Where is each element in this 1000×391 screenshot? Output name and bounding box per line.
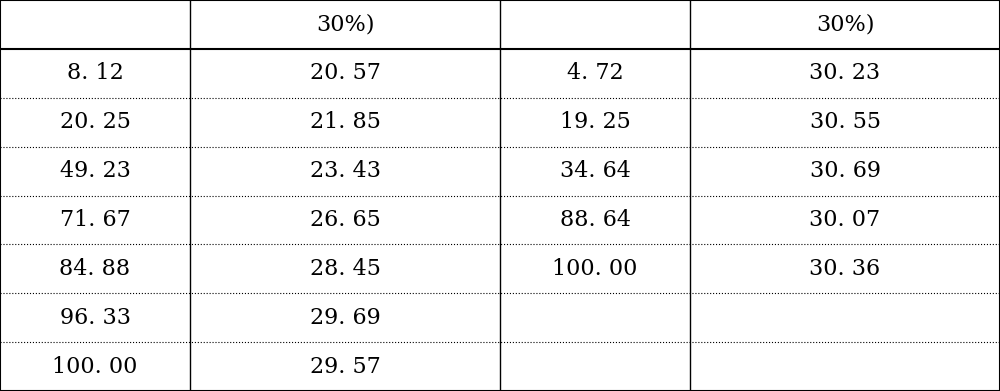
Text: 88. 64: 88. 64 <box>560 209 631 231</box>
Text: 30. 23: 30. 23 <box>809 62 881 84</box>
Text: 71. 67: 71. 67 <box>60 209 130 231</box>
Text: 30. 07: 30. 07 <box>809 209 881 231</box>
Text: 100. 00: 100. 00 <box>52 355 138 378</box>
Text: 20. 25: 20. 25 <box>60 111 130 133</box>
Text: 23. 43: 23. 43 <box>310 160 380 182</box>
Text: 4. 72: 4. 72 <box>567 62 623 84</box>
Text: 29. 57: 29. 57 <box>310 355 380 378</box>
Text: 8. 12: 8. 12 <box>67 62 123 84</box>
Text: 20. 57: 20. 57 <box>310 62 380 84</box>
Text: 84. 88: 84. 88 <box>59 258 131 280</box>
Text: 30%): 30%) <box>316 13 374 36</box>
Text: 30. 36: 30. 36 <box>809 258 881 280</box>
Text: 28. 45: 28. 45 <box>310 258 380 280</box>
Text: 19. 25: 19. 25 <box>560 111 630 133</box>
Text: 30. 55: 30. 55 <box>810 111 881 133</box>
Text: 21. 85: 21. 85 <box>310 111 380 133</box>
Text: 96. 33: 96. 33 <box>60 307 130 329</box>
Text: 30%): 30%) <box>816 13 874 36</box>
Text: 30. 69: 30. 69 <box>810 160 881 182</box>
Text: 29. 69: 29. 69 <box>310 307 380 329</box>
Text: 26. 65: 26. 65 <box>310 209 380 231</box>
Text: 100. 00: 100. 00 <box>552 258 638 280</box>
Text: 34. 64: 34. 64 <box>560 160 630 182</box>
Text: 49. 23: 49. 23 <box>60 160 130 182</box>
